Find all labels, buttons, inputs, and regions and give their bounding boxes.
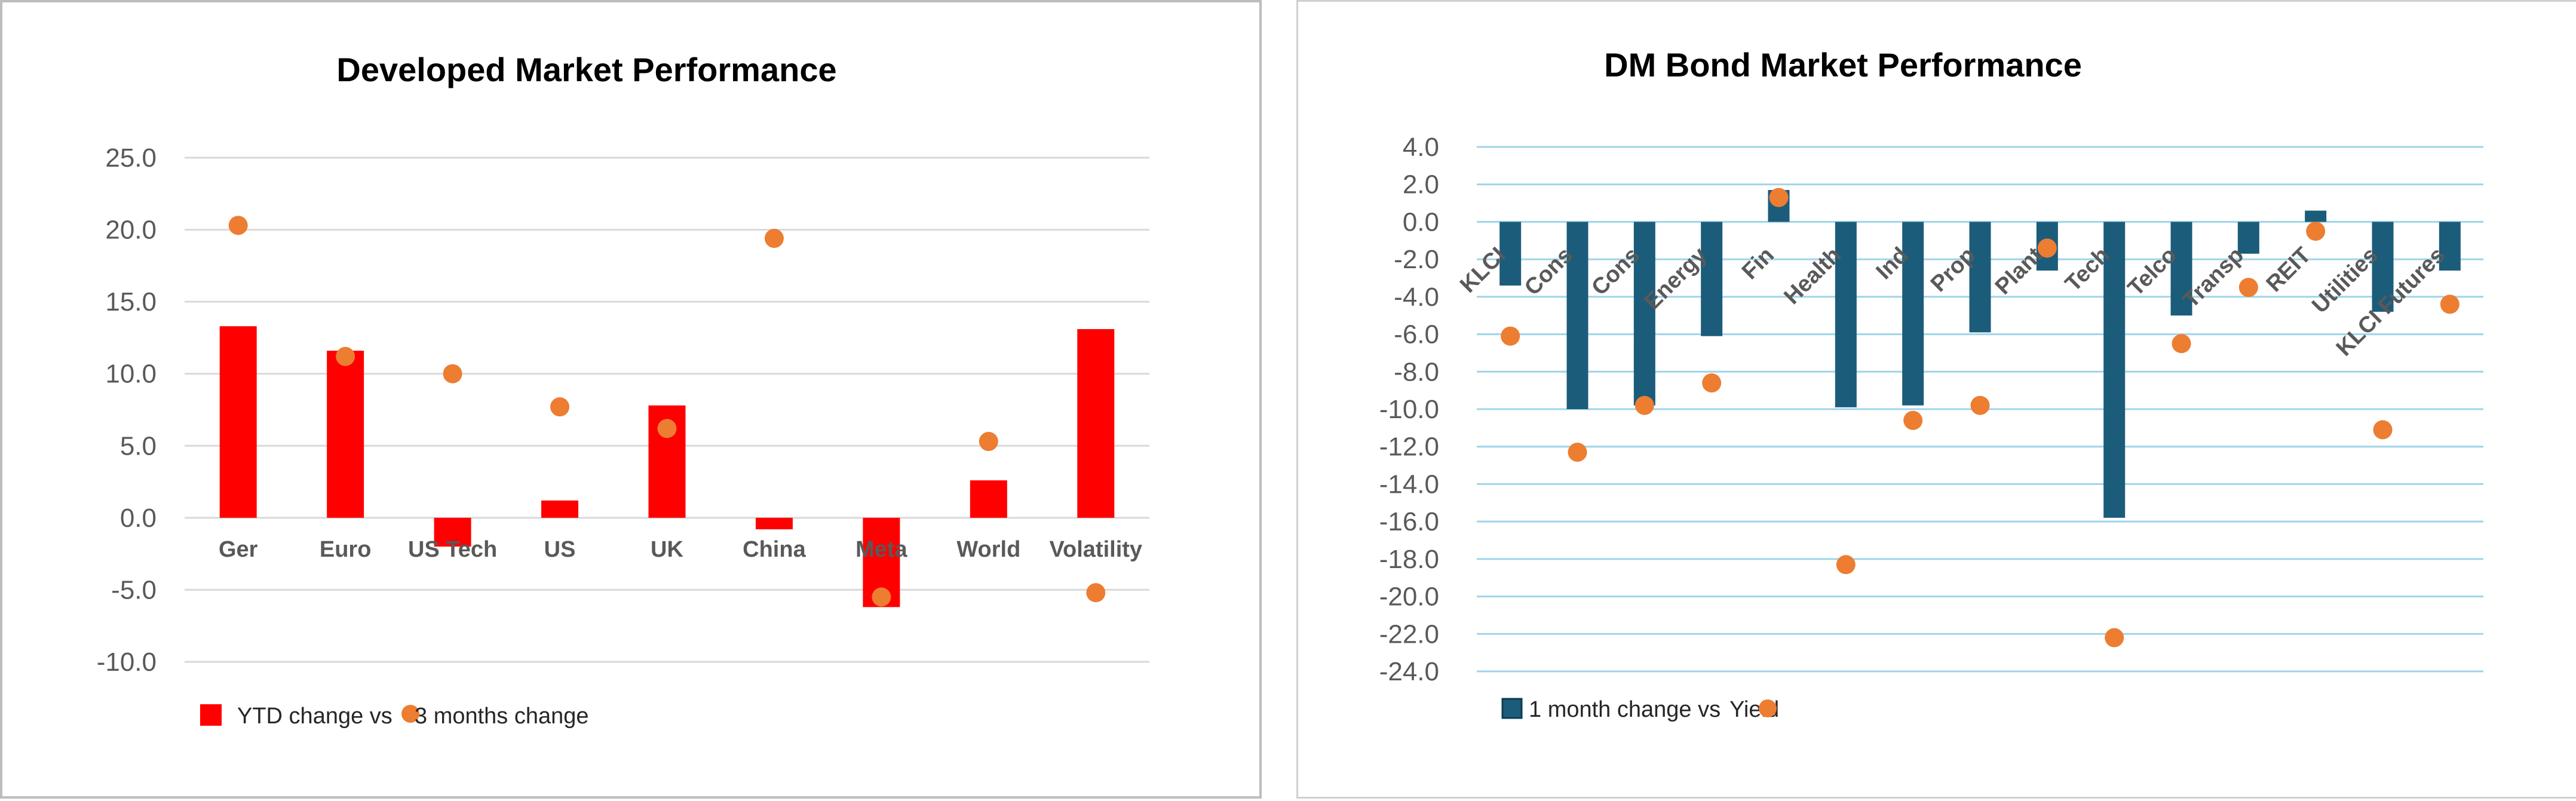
legend-label: 1 month change vs xyxy=(1529,697,1721,722)
category-label: World xyxy=(956,537,1020,562)
legend-swatch-point xyxy=(401,705,419,723)
category-label: China xyxy=(743,537,806,562)
legend-swatch-bar xyxy=(1501,698,1523,719)
y-tick-label: 20.0 xyxy=(105,216,157,245)
data-point xyxy=(1086,583,1106,603)
bar xyxy=(2170,222,2192,316)
bar xyxy=(1835,222,1857,407)
y-tick-label: -20.0 xyxy=(1379,582,1439,612)
developed-market-chart: Developed Market Performance 25.0 20.0 15.0… xyxy=(97,51,1149,729)
category-label: Fin xyxy=(1737,243,1779,284)
bar xyxy=(327,351,364,518)
dm-bond-chart-panel: DM Bond Market Performance 4.0 2.0 0.0 -2.0 -… xyxy=(1296,0,2576,799)
bar xyxy=(1701,222,1723,336)
y-tick-label: 25.0 xyxy=(105,143,157,173)
y-tick-label: 0.0 xyxy=(1403,207,1439,237)
chart-title: DM Bond Market Performance xyxy=(1604,46,2082,84)
y-tick-label: -2.0 xyxy=(1394,245,1439,274)
y-tick-label: -10.0 xyxy=(1379,395,1439,424)
bar xyxy=(1499,222,1522,286)
legend-label: YTD change vs xyxy=(237,704,392,729)
data-point xyxy=(1634,395,1654,415)
bar xyxy=(2103,222,2126,518)
bar xyxy=(541,500,579,518)
data-point xyxy=(228,216,248,235)
y-tick-label: 4.0 xyxy=(1403,133,1439,162)
data-point xyxy=(2238,278,2258,297)
developed-market-chart-panel: Developed Market Performance 25.0 20.0 15.0… xyxy=(0,0,1262,799)
y-tick-label: -14.0 xyxy=(1379,469,1439,499)
y-tick-label: -6.0 xyxy=(1394,320,1439,349)
data-point xyxy=(1769,188,1789,207)
legend-swatch-bar xyxy=(200,704,222,726)
bar xyxy=(1077,329,1115,518)
dm-bond-chart: DM Bond Market Performance 4.0 2.0 0.0 -2.0 -… xyxy=(1379,46,2483,722)
category-label: UK xyxy=(651,537,683,562)
data-point xyxy=(1970,395,1990,415)
y-tick-label: -24.0 xyxy=(1379,657,1439,686)
legend-label: 3 months change xyxy=(415,704,589,729)
data-point xyxy=(2373,420,2393,440)
bar xyxy=(2439,222,2461,271)
category-label: Volatility xyxy=(1050,537,1143,562)
y-tick-label: -22.0 xyxy=(1379,619,1439,649)
y-tick-label: -8.0 xyxy=(1394,357,1439,386)
data-point xyxy=(550,397,570,417)
category-label: Meta xyxy=(855,537,907,562)
bar xyxy=(1969,222,1991,333)
y-tick-label: -10.0 xyxy=(97,647,157,677)
category-label: US xyxy=(544,537,576,562)
data-point xyxy=(979,432,998,452)
category-label: Ger xyxy=(219,537,258,562)
bar xyxy=(434,517,471,547)
data-point xyxy=(872,587,891,607)
bar xyxy=(755,517,793,530)
y-tick-label: -18.0 xyxy=(1379,545,1439,574)
bar xyxy=(1633,222,1655,406)
category-label: Euro xyxy=(320,537,372,562)
category-label: REIT xyxy=(2262,243,2316,297)
data-point xyxy=(2105,628,2124,647)
bar xyxy=(2305,210,2327,222)
bar xyxy=(2237,222,2259,254)
data-point xyxy=(1702,373,1722,393)
bar xyxy=(2372,222,2394,312)
y-tick-label: -4.0 xyxy=(1394,283,1439,312)
y-tick-label: -5.0 xyxy=(111,575,157,604)
y-tick-label: 15.0 xyxy=(105,287,157,317)
bar xyxy=(1566,222,1588,409)
data-point xyxy=(657,419,677,438)
data-point xyxy=(1903,410,1923,430)
legend-swatch-point xyxy=(1759,699,1777,717)
bar xyxy=(219,326,257,518)
data-point xyxy=(1568,443,1587,462)
data-point xyxy=(1501,326,1520,346)
data-point xyxy=(443,364,462,383)
category-label: US Tech xyxy=(408,537,497,562)
y-tick-label: -16.0 xyxy=(1379,507,1439,536)
chart-title: Developed Market Performance xyxy=(336,51,836,88)
y-tick-label: -12.0 xyxy=(1379,432,1439,462)
data-point xyxy=(2440,294,2460,314)
bar xyxy=(970,480,1007,518)
data-point xyxy=(1836,555,1856,575)
y-tick-label: 5.0 xyxy=(120,431,157,461)
y-tick-label: 10.0 xyxy=(105,360,157,389)
bar xyxy=(1902,222,1924,406)
y-tick-label: 0.0 xyxy=(120,504,157,533)
data-point xyxy=(336,346,355,366)
y-tick-label: 2.0 xyxy=(1403,170,1439,200)
data-point xyxy=(2306,222,2326,241)
data-point xyxy=(2172,334,2191,354)
data-point xyxy=(2037,238,2057,258)
data-point xyxy=(764,229,784,248)
